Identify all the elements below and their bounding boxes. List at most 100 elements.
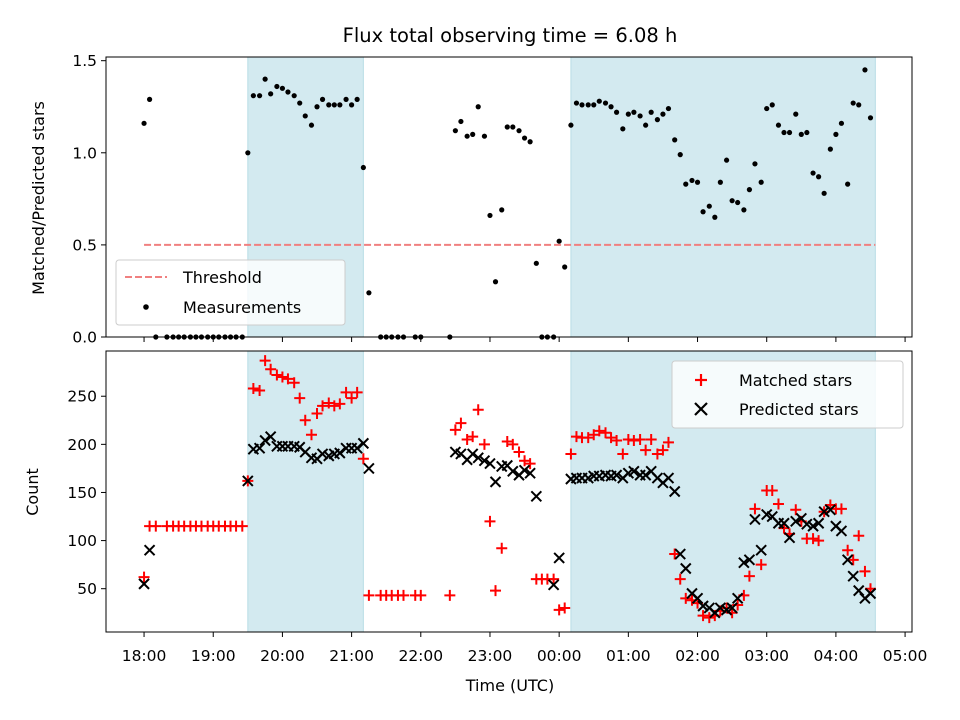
predicted-star-point bbox=[363, 462, 375, 475]
matched-star-point bbox=[288, 377, 300, 389]
predicted-star-point bbox=[731, 592, 744, 605]
predicted-star-point bbox=[253, 442, 266, 454]
matched-star-point bbox=[553, 604, 565, 616]
plot-frame-0 bbox=[105, 56, 913, 338]
matched-star-point bbox=[328, 400, 340, 412]
measurement-point bbox=[573, 100, 580, 106]
measurement-point bbox=[856, 102, 862, 108]
measurement-point bbox=[769, 102, 775, 108]
measurement-point bbox=[672, 137, 678, 143]
measurement-point bbox=[585, 102, 591, 108]
predicted-star-point bbox=[738, 557, 750, 569]
matched-star-point bbox=[813, 535, 825, 547]
predicted-star-point bbox=[507, 465, 519, 477]
x-tick-label-5: 23:00 bbox=[468, 647, 513, 665]
x-tick-label-3: 21:00 bbox=[329, 647, 374, 665]
predicted-star-point bbox=[628, 465, 640, 477]
measurement-point bbox=[302, 113, 308, 119]
predicted-star-point bbox=[357, 437, 370, 450]
matched-star-point bbox=[490, 585, 502, 597]
threshold-legend-label: Threshold bbox=[182, 268, 262, 287]
ratio-panel: 0.0 0.5 1.0 1.5 bbox=[72, 52, 913, 347]
predicted-star-point bbox=[610, 469, 623, 481]
predicted-star-point bbox=[489, 476, 502, 488]
measurement-point bbox=[452, 128, 458, 134]
predicted-star-point bbox=[662, 472, 675, 484]
predicted-star-point bbox=[697, 600, 709, 612]
measurement-point bbox=[297, 100, 303, 106]
measurement-point bbox=[706, 203, 712, 209]
matched-star-point bbox=[444, 589, 456, 601]
x-tick-label-11: 05:00 bbox=[883, 647, 928, 665]
measurement-point bbox=[464, 133, 470, 139]
measurement-point bbox=[596, 98, 602, 104]
x-tick-label-0: 18:00 bbox=[122, 647, 167, 665]
predicted-star-point bbox=[841, 554, 854, 566]
measurement-point bbox=[781, 129, 787, 136]
matched-star-point bbox=[461, 434, 473, 446]
matched-star-point bbox=[721, 602, 733, 614]
matched-star-point bbox=[259, 355, 271, 367]
x-tick-label-2: 20:00 bbox=[260, 647, 305, 665]
matched-star-point bbox=[807, 533, 819, 545]
predicted-star-point bbox=[524, 467, 536, 479]
predicted-star-point bbox=[790, 515, 802, 528]
predicted-star-point bbox=[259, 434, 271, 447]
measurement-point bbox=[366, 290, 372, 296]
measurement-point bbox=[268, 91, 274, 97]
measurement-point bbox=[862, 67, 868, 73]
matched-star-point bbox=[790, 504, 802, 516]
x-tick-label-7: 01:00 bbox=[606, 647, 651, 665]
measurement-point bbox=[337, 102, 343, 108]
measurement-point bbox=[654, 117, 661, 123]
matched-star-point bbox=[299, 414, 311, 426]
matched-star-point bbox=[397, 589, 409, 601]
matched-star-point bbox=[334, 398, 346, 410]
matched-star-point bbox=[565, 448, 577, 460]
matched-star-point bbox=[640, 444, 652, 456]
matched-star-point bbox=[859, 565, 871, 577]
matched-star-point bbox=[847, 554, 859, 566]
predicted-star-point bbox=[847, 570, 859, 582]
measurement-point bbox=[521, 135, 528, 141]
predicted-star-point bbox=[714, 602, 727, 614]
measurement-point bbox=[717, 179, 723, 185]
predicted-star-point bbox=[824, 504, 837, 516]
matched-star-point bbox=[236, 520, 248, 532]
predicted-star-point bbox=[818, 506, 830, 518]
measurement-point bbox=[470, 131, 476, 137]
measurement-point bbox=[481, 133, 488, 139]
predicted-star-point bbox=[530, 490, 543, 503]
matched-star-point bbox=[634, 434, 646, 446]
measurement-point bbox=[689, 177, 695, 184]
measurement-point bbox=[735, 199, 741, 206]
measurement-point bbox=[867, 115, 874, 121]
matched-star-point bbox=[496, 542, 508, 554]
measurement-point bbox=[786, 129, 793, 136]
measurement-point bbox=[141, 120, 147, 126]
predicted-star-point bbox=[334, 447, 346, 459]
measurement-point bbox=[516, 128, 522, 134]
x-tick-label-8: 02:00 bbox=[675, 647, 720, 665]
measurement-point bbox=[637, 113, 643, 119]
matched-star-point bbox=[559, 602, 571, 614]
matched-star-point bbox=[254, 384, 266, 396]
predicted-star-point bbox=[864, 587, 877, 600]
matched-legend-label: Matched stars bbox=[739, 371, 852, 390]
predicted-star-point bbox=[316, 448, 329, 460]
matched-star-point bbox=[311, 408, 323, 420]
ratio-legend: Threshold Measurements bbox=[115, 259, 346, 326]
x-tick-label-4: 22:00 bbox=[398, 647, 443, 665]
measurement-point bbox=[279, 85, 286, 91]
matched-star-point bbox=[697, 610, 709, 622]
predicted-star-point bbox=[743, 554, 756, 566]
measurement-point bbox=[775, 122, 782, 128]
matched-star-point bbox=[247, 383, 259, 395]
matched-star-point bbox=[835, 503, 847, 515]
matched-star-point bbox=[271, 369, 283, 381]
measurement-point bbox=[700, 209, 706, 215]
matched-star-point bbox=[340, 386, 352, 398]
measurement-point bbox=[694, 179, 701, 185]
predicted-star-point bbox=[668, 485, 681, 498]
